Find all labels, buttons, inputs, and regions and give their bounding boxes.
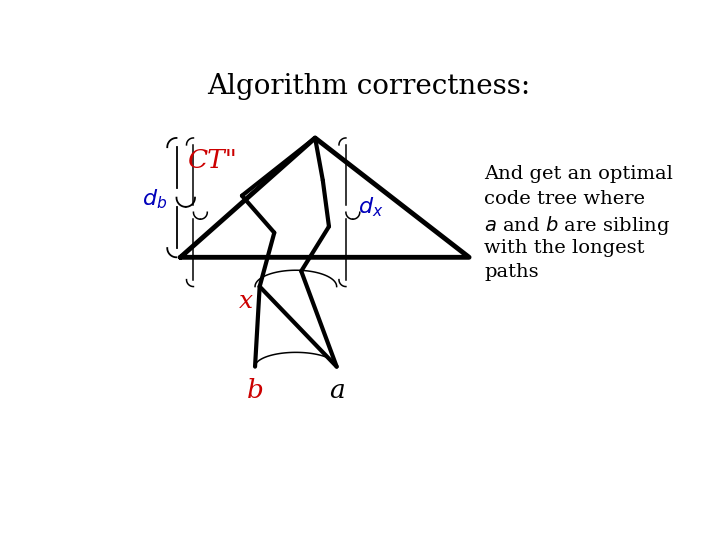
Text: b: b bbox=[247, 378, 264, 403]
Text: code tree where: code tree where bbox=[485, 190, 646, 207]
Text: paths: paths bbox=[485, 264, 539, 281]
Text: $d_b$: $d_b$ bbox=[142, 188, 167, 211]
Text: And get an optimal: And get an optimal bbox=[485, 165, 673, 183]
Text: x: x bbox=[239, 289, 253, 313]
Text: with the longest: with the longest bbox=[485, 239, 645, 257]
Text: $d_x$: $d_x$ bbox=[359, 195, 384, 219]
Text: a: a bbox=[329, 378, 345, 403]
Text: $\it{a}$ and $\it{b}$ are sibling: $\it{a}$ and $\it{b}$ are sibling bbox=[485, 214, 670, 237]
Text: Algorithm correctness:: Algorithm correctness: bbox=[207, 72, 531, 99]
Text: CT": CT" bbox=[188, 148, 238, 173]
